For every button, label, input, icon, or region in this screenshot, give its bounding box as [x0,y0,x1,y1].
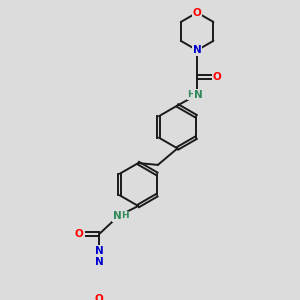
Text: N: N [193,45,202,55]
Text: O: O [75,229,84,239]
Text: O: O [193,8,202,18]
Text: N: N [193,45,202,55]
Text: H: H [121,212,128,220]
Text: N: N [194,90,203,100]
Text: H: H [188,90,195,99]
Text: N: N [94,257,103,267]
Text: O: O [212,72,221,82]
Text: N: N [94,257,103,267]
Text: N: N [94,246,103,256]
Text: N: N [113,211,122,221]
Text: O: O [94,294,103,300]
